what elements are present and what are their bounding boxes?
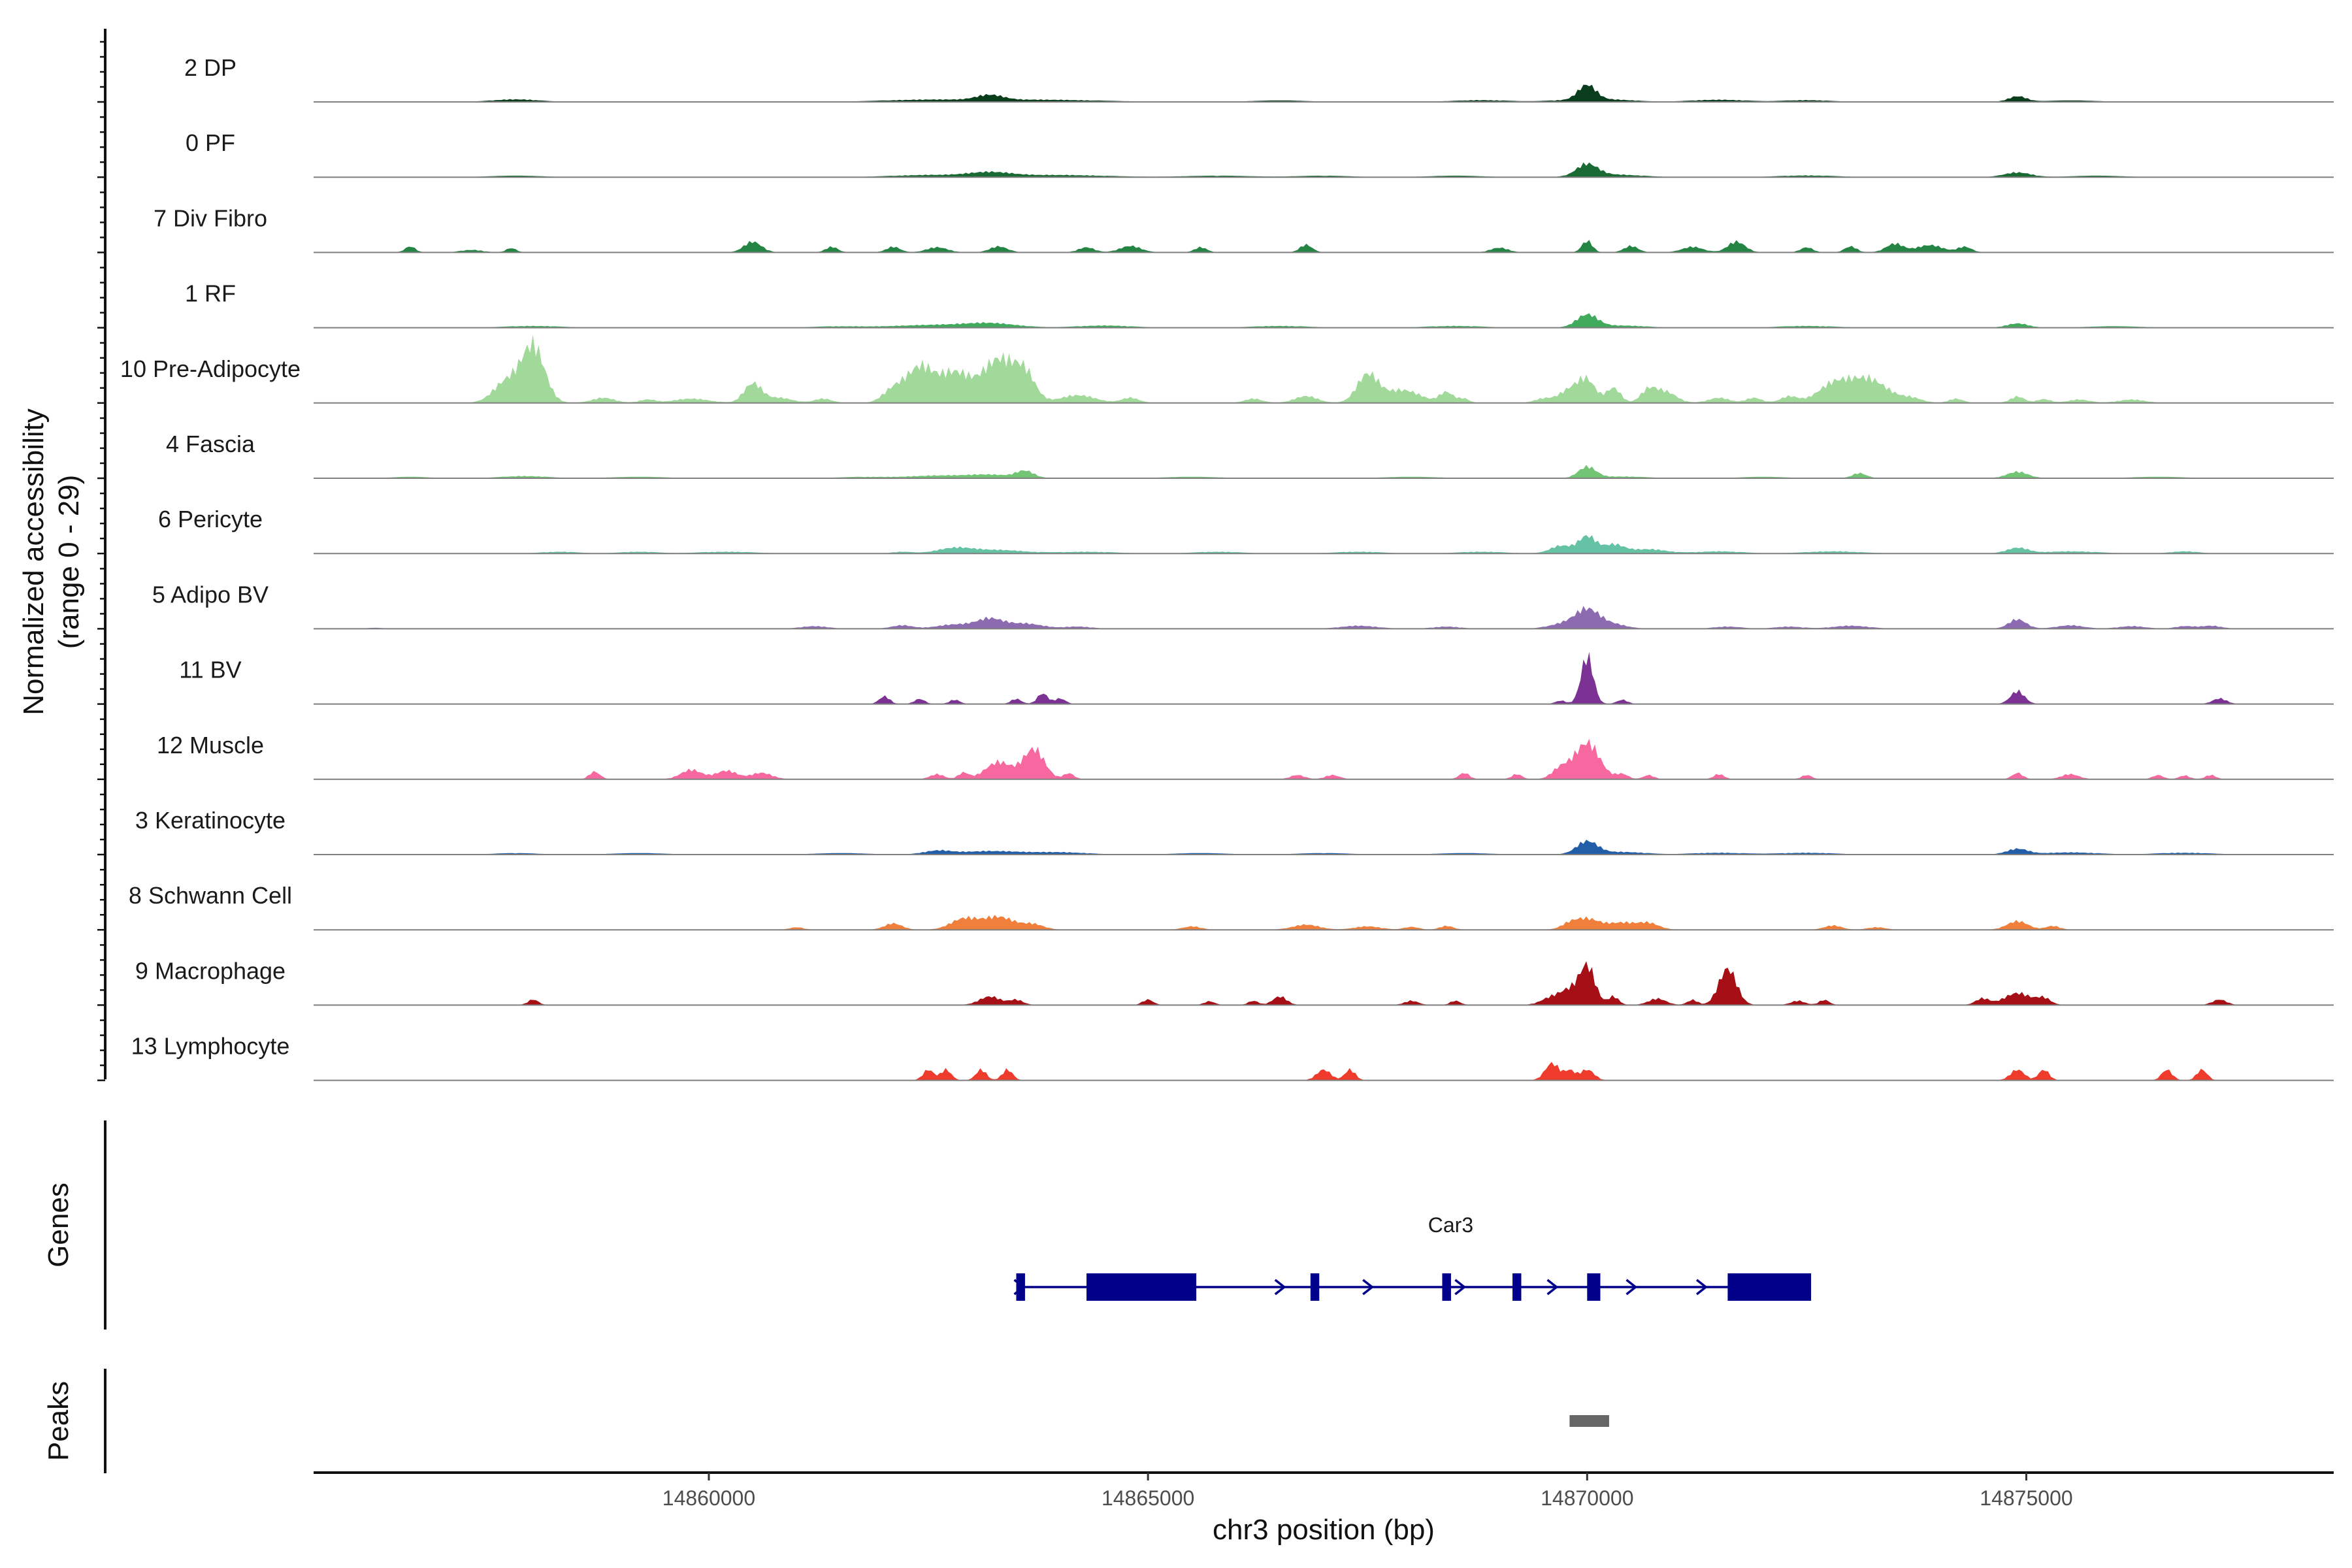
coverage-series-2 [314,162,2334,178]
strand-arrow [1695,1279,1708,1296]
y-axis-title-line1: Normalized accessibility [18,408,50,715]
track-label-11: 3 Keratinocyte [135,807,286,834]
track-12: 8 Schwann Cell [129,882,2334,931]
called-peak [1569,1415,1609,1427]
track-5: 10 Pre-Adipocyte [120,335,2334,404]
coverage-series-12 [314,915,2334,930]
coverage-tracks: 2 DP 0 PF 7 Div Fibro 1 RF 10 Pre-Adipocyte 4… [120,54,2334,1081]
track-label-9: 11 BV [179,657,241,683]
track-label-13: 9 Macrophage [135,957,286,984]
coverage-series-3 [314,240,2334,253]
x-tick-label: 14870000 [1541,1486,1633,1510]
x-axis-title: chr3 position (bp) [1213,1514,1435,1546]
track-label-1: 2 DP [184,54,237,81]
coverage-series-5 [314,335,2334,403]
peaks-track [1569,1415,1609,1427]
track-3: 7 Div Fibro [154,204,2334,253]
y-axis-title-line2: (range 0 - 29) [53,475,85,649]
track-1: 2 DP [184,54,2334,103]
genes-panel-title: Genes [42,1183,74,1267]
track-label-14: 13 Lymphocyte [131,1033,290,1060]
gene-exon [1310,1273,1320,1301]
track-10: 12 Muscle [157,732,2334,780]
gene-exon [1512,1273,1522,1301]
x-axis: 14860000 14865000 14870000 14875000 [662,1473,2073,1510]
gene-exon [1727,1273,1812,1301]
track-label-2: 0 PF [186,129,235,156]
strand-arrow [1013,1279,1026,1296]
track-11: 3 Keratinocyte [135,807,2334,855]
y-axis [97,29,106,1081]
gene-track: Car3 [1013,1213,1812,1301]
track-4: 1 RF [185,280,2334,329]
x-tick-label: 14860000 [662,1486,755,1510]
strand-arrow [1362,1279,1375,1296]
track-14: 13 Lymphocyte [131,1033,2334,1081]
x-tick-label: 14875000 [1980,1486,2072,1510]
track-2: 0 PF [186,129,2334,178]
track-label-10: 12 Muscle [157,732,264,759]
track-8: 5 Adipo BV [152,581,2334,630]
track-9: 11 BV [179,651,2334,705]
track-7: 6 Pericyte [158,506,2334,555]
gene-exon [1442,1273,1451,1301]
track-label-6: 4 Fascia [166,431,255,457]
coverage-series-14 [314,1062,2334,1081]
gene-name-label: Car3 [1428,1213,1473,1237]
strand-arrow [1274,1279,1286,1296]
coverage-series-1 [314,84,2334,102]
track-label-4: 1 RF [185,280,236,307]
strand-arrow [1625,1279,1638,1296]
track-label-5: 10 Pre-Adipocyte [120,355,301,382]
x-tick-label: 14865000 [1102,1486,1194,1510]
strand-arrow [1546,1279,1559,1296]
track-label-12: 8 Schwann Cell [129,882,292,909]
track-label-7: 6 Pericyte [158,506,263,532]
gene-exon [1016,1273,1025,1301]
track-6: 4 Fascia [166,431,2334,479]
coverage-series-6 [314,465,2334,478]
strand-arrow [1454,1279,1467,1296]
gene-exon [1086,1273,1197,1301]
track-label-3: 7 Div Fibro [154,204,267,231]
track-13: 9 Macrophage [135,957,2334,1006]
peaks-panel-title: Peaks [42,1381,74,1461]
gene-exon [1587,1273,1601,1301]
track-label-8: 5 Adipo BV [152,581,269,608]
